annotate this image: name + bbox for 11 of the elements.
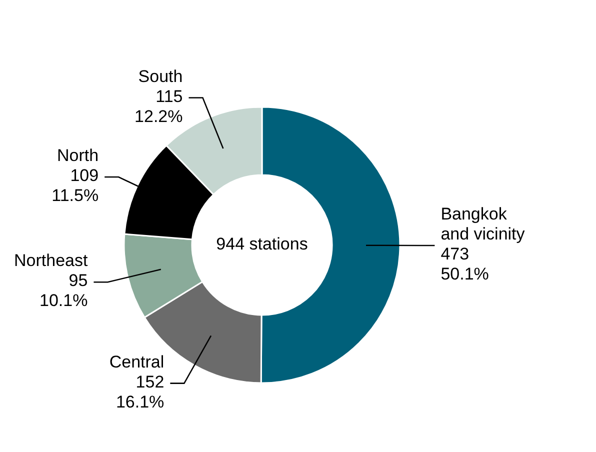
- slice-label: Central: [109, 352, 164, 372]
- data-label: 95 10.1%: [40, 272, 88, 311]
- data-label: 109 11.5%: [52, 166, 99, 206]
- slice-label: South: [138, 67, 183, 86]
- data-label: 152 16.1%: [116, 372, 164, 412]
- slice-label: Northeast: [14, 252, 88, 271]
- slice-label: Bangkok and vicinity: [440, 205, 526, 244]
- data-label: 473 50.1%: [440, 245, 489, 284]
- data-label: 115 12.2%: [134, 87, 183, 126]
- text: 944 stations: [216, 234, 308, 254]
- slice-label: North: [57, 146, 99, 166]
